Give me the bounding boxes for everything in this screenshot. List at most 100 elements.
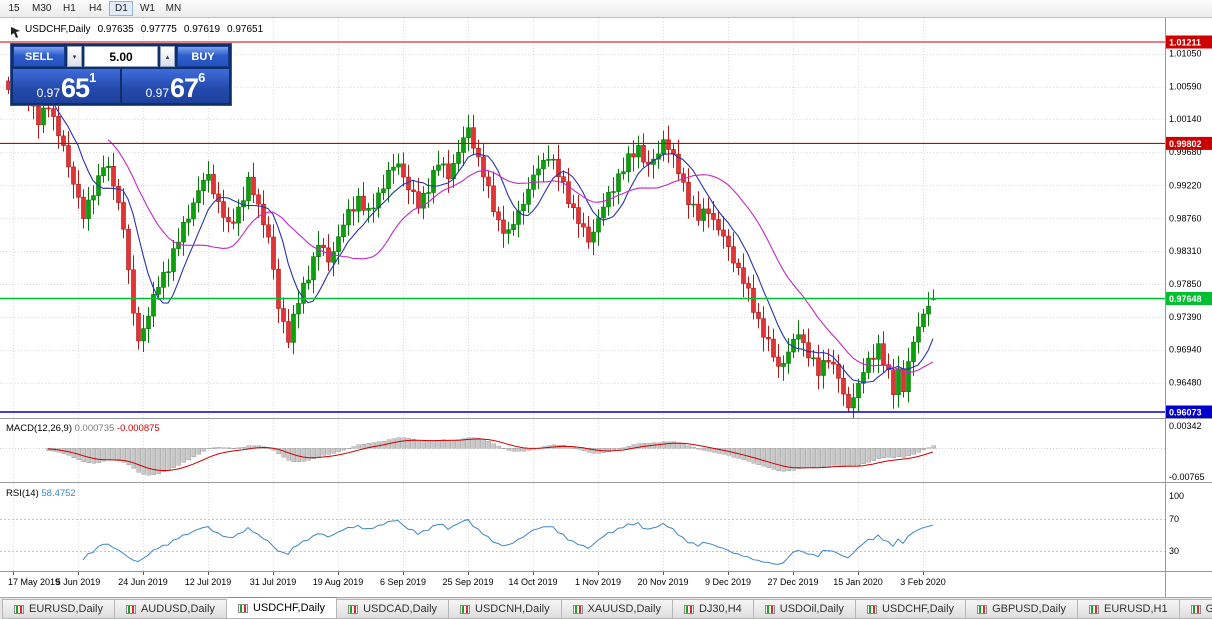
low-value: 0.97619: [183, 24, 221, 35]
tf-button-d1[interactable]: D1: [109, 1, 134, 16]
svg-text:27 Dec 2019: 27 Dec 2019: [767, 577, 818, 587]
rsi-label: RSI(14) 58.4752: [6, 488, 76, 499]
buy-price-display[interactable]: 0.97 67 6: [122, 69, 229, 103]
svg-text:14 Oct 2019: 14 Oct 2019: [508, 577, 557, 587]
svg-text:0.97648: 0.97648: [1169, 294, 1202, 304]
symbol-period-label: USDCHF,Daily: [25, 24, 91, 35]
grid: [0, 18, 1165, 571]
volume-increase-button[interactable]: ▴: [160, 46, 175, 67]
chart-tabs-bar: EURUSD,Daily AUDUSD,Daily USDCHF,Daily U…: [0, 597, 1212, 619]
svg-text:25 Sep 2019: 25 Sep 2019: [442, 577, 493, 587]
chart-tab-icon: [14, 604, 24, 614]
tab-gbpusd-daily[interactable]: GBPUSD,Daily: [966, 599, 1079, 619]
tab-label: USDCAD,Daily: [363, 603, 438, 615]
buy-button[interactable]: BUY: [177, 46, 229, 67]
tab-usdcad-daily[interactable]: USDCAD,Daily: [337, 599, 450, 619]
svg-text:15 Jan 2020: 15 Jan 2020: [833, 577, 883, 587]
tf-button-m30[interactable]: M30: [28, 1, 55, 16]
chart-tab-icon: [125, 604, 136, 614]
buy-price-prefix: 0.97: [145, 86, 170, 100]
svg-text:1.01050: 1.01050: [1169, 49, 1202, 59]
buy-price-big: 67: [170, 73, 199, 104]
svg-text:0.99680: 0.99680: [1169, 147, 1202, 157]
svg-text:1.00590: 1.00590: [1169, 82, 1202, 92]
svg-text:24 Jun 2019: 24 Jun 2019: [118, 577, 168, 587]
svg-text:6 Sep 2019: 6 Sep 2019: [380, 577, 426, 587]
tab-audusd-daily[interactable]: AUDUSD,Daily: [114, 599, 227, 619]
svg-text:5 Jun 2019: 5 Jun 2019: [56, 577, 101, 587]
svg-text:31 Jul 2019: 31 Jul 2019: [250, 577, 297, 587]
chart-tab-icon: [1089, 604, 1100, 614]
svg-text:3 Feb 2020: 3 Feb 2020: [900, 577, 946, 587]
close-value: 0.97651: [227, 24, 264, 35]
horizontal-price-lines[interactable]: [0, 41, 1165, 413]
volume-decrease-button[interactable]: ▾: [67, 46, 82, 67]
svg-text:0.96073: 0.96073: [1169, 407, 1202, 417]
chart-canvas[interactable]: 1.01050 1.00590 1.00140 0.99680 0.99220 0.987…: [0, 18, 1212, 597]
tf-button-m15[interactable]: 15: [2, 1, 26, 16]
svg-text:0.97850: 0.97850: [1169, 279, 1202, 289]
tf-button-h4[interactable]: H4: [83, 1, 107, 16]
tab-xauusd-daily[interactable]: XAUUSD,Daily: [561, 599, 673, 619]
sell-price-pip: 1: [89, 70, 97, 85]
chart-window: 1.01050 1.00590 1.00140 0.99680 0.99220 0.987…: [0, 18, 1212, 597]
svg-text:19 Aug 2019: 19 Aug 2019: [313, 577, 364, 587]
svg-text:0.99220: 0.99220: [1169, 180, 1202, 190]
sell-price-display[interactable]: 0.97 65 1: [13, 69, 120, 103]
svg-text:1.00140: 1.00140: [1169, 114, 1202, 124]
chart-tab-icon: [1190, 604, 1201, 614]
svg-text:0.99802: 0.99802: [1169, 139, 1202, 149]
chart-tab-icon: [460, 604, 471, 614]
tab-eurusd-daily[interactable]: EURUSD,Daily: [2, 599, 115, 619]
svg-text:0.98760: 0.98760: [1169, 213, 1202, 223]
tab-usdchf-daily[interactable]: USDCHF,Daily: [226, 597, 338, 619]
tab-gbpaud-h1[interactable]: GBPAUD,H1: [1179, 599, 1212, 619]
tf-button-w1[interactable]: W1: [135, 1, 159, 16]
tab-label: USDOil,Daily: [779, 603, 844, 615]
svg-text:30: 30: [1169, 546, 1179, 556]
price-axis[interactable]: 1.01050 1.00590 1.00140 0.99680 0.99220 0.987…: [1166, 35, 1212, 557]
one-click-trading-panel: SELL ▾ ▴ BUY 0.97 65 1 0.97 67 6: [10, 43, 232, 106]
timeframe-toolbar: 15 M30 H1 H4 D1 W1 MN: [0, 0, 1212, 18]
ma-line-21: [107, 139, 934, 374]
open-value: 0.97635: [97, 24, 134, 35]
pane-separators: [0, 18, 1212, 597]
svg-text:70: 70: [1169, 514, 1179, 524]
tab-eurusd-h1[interactable]: EURUSD,H1: [1078, 599, 1180, 619]
svg-text:17 May 2019: 17 May 2019: [8, 577, 60, 587]
tab-label: GBPAUD,H1: [1205, 603, 1212, 615]
sell-button[interactable]: SELL: [13, 46, 65, 67]
tab-label: USDCNH,Daily: [475, 603, 550, 615]
sell-price-prefix: 0.97: [36, 86, 61, 100]
svg-text:9 Dec 2019: 9 Dec 2019: [705, 577, 751, 587]
tab-label: DJ30,H4: [698, 603, 742, 615]
svg-text:0.00342: 0.00342: [1169, 421, 1202, 431]
ma-line-8: [42, 94, 934, 384]
tab-label: AUDUSD,Daily: [140, 603, 215, 615]
macd-signal-line: [47, 438, 934, 471]
svg-text:1 Nov 2019: 1 Nov 2019: [575, 577, 621, 587]
chart-title: USDCHF,Daily 0.97635 0.97775 0.97619 0.9…: [25, 24, 263, 35]
macd-histogram: [0, 437, 1165, 476]
caret-up-icon: ▴: [165, 53, 170, 61]
chart-tab-icon: [977, 604, 988, 614]
tab-dj30-h4[interactable]: DJ30,H4: [672, 599, 754, 619]
svg-text:1.01211: 1.01211: [1169, 37, 1201, 47]
tab-usdcnh-daily[interactable]: USDCNH,Daily: [449, 599, 562, 619]
volume-input[interactable]: [84, 46, 158, 67]
svg-text:100: 100: [1169, 491, 1184, 501]
tab-label: USDCHF,Daily: [252, 602, 326, 614]
tab-label: EURUSD,H1: [1104, 603, 1168, 615]
tab-usdchf-daily-2[interactable]: USDCHF,Daily: [855, 599, 967, 619]
chart-tab-icon: [237, 603, 248, 613]
tab-usdoil-daily[interactable]: USDOil,Daily: [753, 599, 856, 619]
tf-button-h1[interactable]: H1: [57, 1, 81, 16]
tf-button-mn[interactable]: MN: [161, 1, 185, 16]
buy-price-pip: 6: [198, 70, 206, 85]
svg-text:0.96940: 0.96940: [1169, 345, 1202, 355]
chart-tab-icon: [866, 604, 877, 614]
chart-tab-icon: [764, 604, 775, 614]
sell-price-big: 65: [61, 73, 90, 104]
